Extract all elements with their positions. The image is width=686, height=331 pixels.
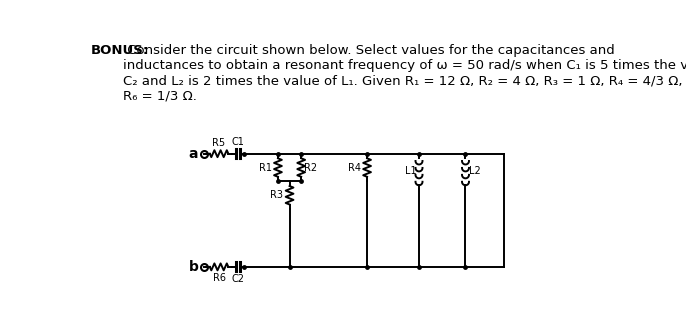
Text: a: a bbox=[189, 147, 198, 161]
Text: b: b bbox=[189, 260, 198, 274]
Text: L2: L2 bbox=[469, 166, 480, 176]
Text: R2: R2 bbox=[303, 163, 317, 172]
Text: R6: R6 bbox=[213, 273, 226, 283]
Text: R3: R3 bbox=[270, 190, 283, 200]
Text: C1: C1 bbox=[232, 137, 244, 147]
Text: R5: R5 bbox=[213, 137, 226, 148]
Text: R4: R4 bbox=[348, 163, 361, 172]
Text: C2: C2 bbox=[232, 274, 244, 284]
Text: R1: R1 bbox=[259, 163, 272, 172]
Text: BONUS:: BONUS: bbox=[91, 44, 150, 57]
Text: L1: L1 bbox=[405, 166, 416, 176]
Text: Consider the circuit shown below. Select values for the capacitances and
inducta: Consider the circuit shown below. Select… bbox=[123, 44, 686, 102]
